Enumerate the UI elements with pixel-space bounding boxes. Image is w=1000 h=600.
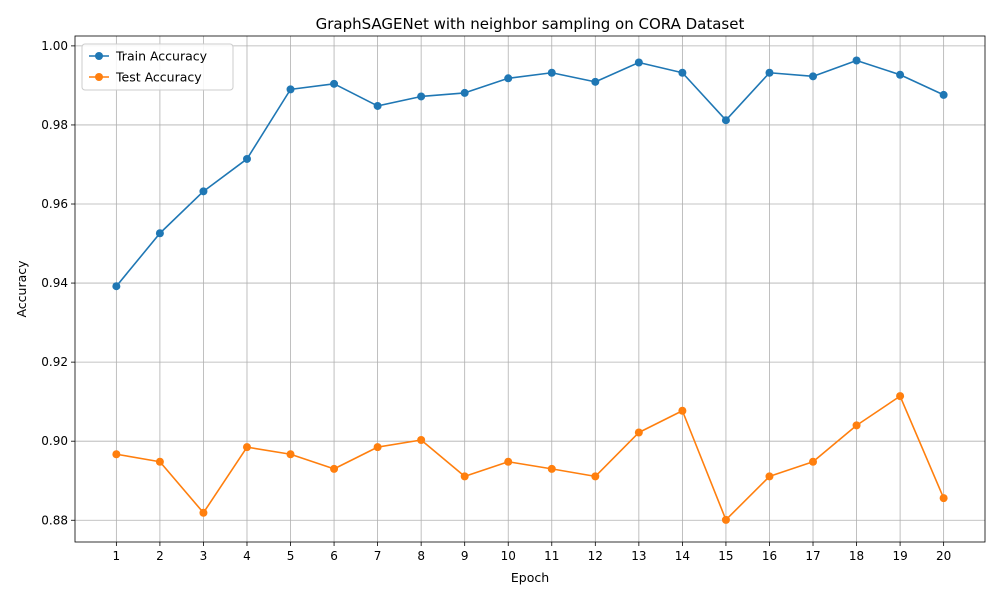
x-tick-label: 18	[849, 549, 864, 563]
x-tick-label: 15	[718, 549, 733, 563]
data-point-1	[591, 472, 600, 481]
data-point-0	[547, 68, 556, 77]
y-tick-label: 0.90	[41, 434, 68, 448]
y-axis-label: Accuracy	[14, 260, 29, 318]
x-tick-label: 17	[805, 549, 820, 563]
data-point-1	[852, 421, 861, 430]
data-point-0	[460, 88, 469, 97]
x-tick-label: 2	[156, 549, 164, 563]
legend: Train Accuracy Test Accuracy	[81, 43, 234, 91]
data-point-0	[155, 229, 164, 238]
x-tick-label: 13	[631, 549, 646, 563]
x-tick-label: 16	[762, 549, 777, 563]
x-axis-label: Epoch	[511, 570, 549, 585]
x-tick-label: 6	[330, 549, 338, 563]
data-point-1	[896, 392, 905, 401]
legend-train-label: Train Accuracy	[115, 49, 208, 64]
x-tick-label: 4	[243, 549, 251, 563]
data-point-1	[765, 472, 774, 481]
data-point-0	[373, 101, 382, 110]
x-tick-label: 5	[287, 549, 295, 563]
data-point-0	[939, 90, 948, 99]
data-point-0	[242, 154, 251, 163]
data-point-1	[373, 443, 382, 452]
legend-test-marker	[95, 73, 103, 81]
x-tick-label: 1	[113, 549, 121, 563]
y-tick-label: 0.88	[41, 513, 68, 527]
y-tick-label: 1.00	[41, 39, 68, 53]
x-tick-label: 9	[461, 549, 469, 563]
y-tick-label: 0.96	[41, 197, 68, 211]
data-point-0	[504, 74, 513, 83]
data-point-0	[417, 92, 426, 101]
x-tick-label: 11	[544, 549, 559, 563]
legend-test-label: Test Accuracy	[115, 70, 202, 85]
data-point-1	[417, 436, 426, 445]
data-point-0	[765, 68, 774, 77]
x-tick-label: 14	[675, 549, 690, 563]
data-point-1	[286, 450, 295, 459]
data-point-0	[634, 58, 643, 67]
y-axis-ticks: 0.88 0.90 0.92 0.94 0.96 0.98 1.00	[41, 39, 75, 527]
data-point-1	[809, 457, 818, 466]
x-tick-label: 20	[936, 549, 951, 563]
data-point-1	[721, 515, 730, 524]
plot-frame	[74, 35, 986, 543]
series-line-1	[116, 395, 945, 521]
data-point-0	[112, 282, 121, 291]
axes	[74, 35, 986, 543]
series-line-0	[115, 59, 944, 287]
data-point-1	[678, 406, 687, 415]
x-tick-label: 10	[501, 549, 516, 563]
x-tick-label: 19	[892, 549, 907, 563]
x-tick-label: 7	[374, 549, 382, 563]
data-point-1	[155, 457, 164, 466]
data-point-0	[721, 116, 730, 125]
data-point-1	[242, 443, 251, 452]
data-point-0	[286, 85, 295, 94]
grid	[75, 36, 985, 542]
data-point-1	[939, 494, 948, 503]
data-point-1	[547, 464, 556, 473]
x-axis-ticks: 1 2 3 4 5 6 7 8 9 10 11 12 13 14 15 16 17 18 19 20	[113, 542, 951, 563]
data-point-0	[678, 68, 687, 77]
data-point-0	[330, 79, 339, 88]
legend-train-marker	[95, 52, 103, 60]
data-point-0	[852, 56, 861, 65]
data-point-1	[634, 428, 643, 437]
data-point-1	[504, 457, 513, 466]
series	[112, 56, 948, 524]
y-tick-label: 0.98	[41, 118, 68, 132]
y-tick-label: 0.92	[41, 355, 68, 369]
data-point-0	[896, 70, 905, 79]
x-tick-label: 12	[588, 549, 603, 563]
chart-title: GraphSAGENet with neighbor sampling on C…	[316, 15, 745, 33]
data-point-1	[330, 464, 339, 473]
data-point-0	[591, 77, 600, 86]
y-tick-label: 0.94	[41, 276, 68, 290]
x-tick-label: 8	[417, 549, 425, 563]
data-point-1	[199, 508, 208, 517]
data-point-1	[460, 472, 469, 481]
legend-box	[81, 43, 234, 91]
data-point-1	[112, 450, 121, 459]
data-point-0	[809, 72, 818, 81]
data-point-0	[199, 187, 208, 196]
x-tick-label: 3	[200, 549, 208, 563]
